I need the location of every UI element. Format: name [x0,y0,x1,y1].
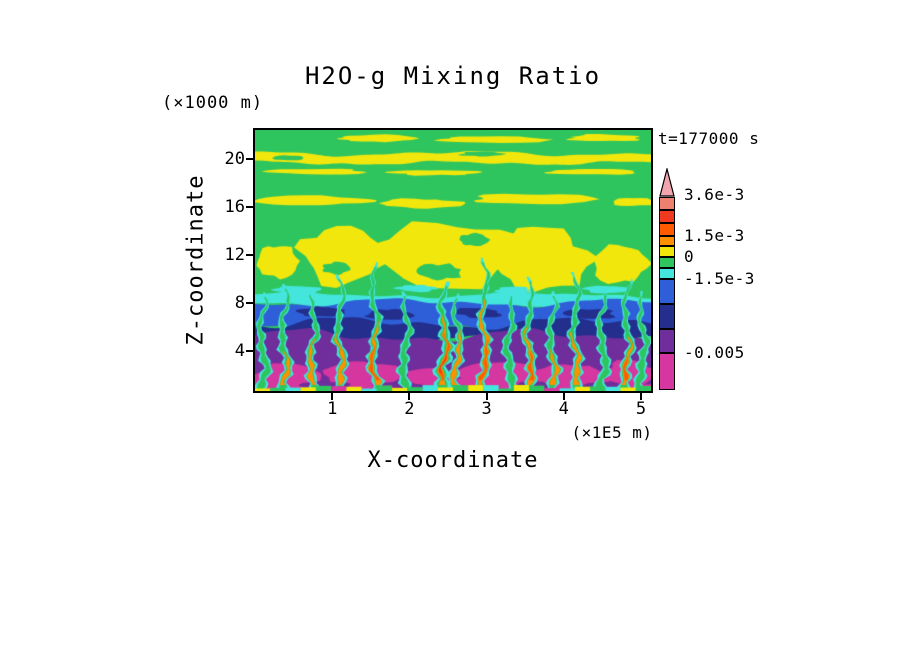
x-tick-mark [331,393,334,400]
plot-area [253,128,653,393]
colorbar-segments [659,197,675,390]
z-tick-label: 8 [234,293,245,314]
x-tick-label: 1 [327,399,338,419]
colorbar-segment [659,246,675,257]
colorbar-arrow-tip-icon [659,168,675,197]
z-tick-mark [246,350,253,353]
colorbar [659,168,675,390]
z-tick-mark [246,205,253,208]
colorbar-value-label: -1.5e-3 [684,269,755,288]
x-tick-mark [408,393,411,400]
z-tick-label: 20 [224,148,245,169]
colorbar-value-label: -0.005 [684,342,745,362]
z-axis-units-label: (×1000 m) [162,93,264,113]
x-tick-label: 4 [558,399,569,419]
z-tick-mark [246,254,253,257]
z-tick-label: 4 [234,341,245,362]
colorbar-segment [659,353,675,390]
colorbar-segment [659,223,675,236]
x-axis-units-label: (×1E5 m) [571,423,653,442]
x-tick-mark [485,393,488,400]
colorbar-segment [659,329,675,353]
x-tick-label: 3 [481,399,492,419]
x-tick-label: 5 [635,399,647,419]
colorbar-segment [659,268,675,279]
x-axis-title: X-coordinate [367,448,539,473]
y-axis-title: Z-coordinate [183,174,209,346]
z-tick-mark [246,157,253,160]
colorbar-segment [659,236,675,246]
colorbar-segment [659,279,675,304]
colorbar-segment [659,257,675,268]
x-tick-label: 2 [404,399,415,419]
colorbar-segment [659,210,675,223]
z-tick-label: 16 [224,196,245,217]
colorbar-value-label: 3.6e-3 [684,184,745,204]
chart-title: H2O-g Mixing Ratio [304,62,602,90]
colorbar-segment [659,197,675,210]
x-tick-mark [639,393,642,400]
z-tick-mark [246,302,253,305]
colorbar-value-label: 1.5e-3 [684,225,745,245]
time-stamp-label: t=177000 s [658,129,760,148]
x-tick-mark [562,393,565,400]
colorbar-segment [659,304,675,329]
z-tick-label: 12 [224,245,245,266]
colorbar-value-label: 0 [684,247,695,267]
contour-field-canvas [255,130,651,391]
